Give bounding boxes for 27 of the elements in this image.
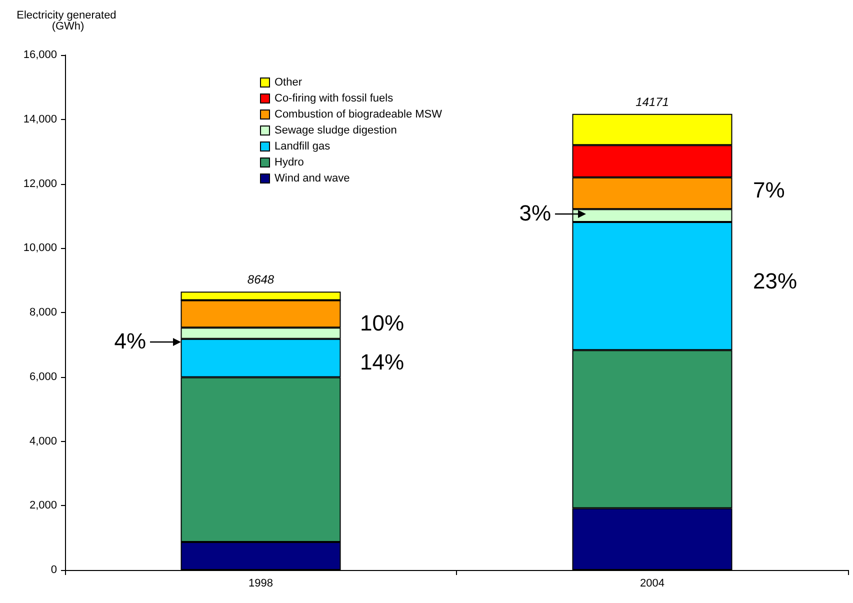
y-tick-label: 4,000	[29, 435, 57, 448]
annotation: 14%	[360, 350, 404, 374]
y-tick-label: 10,000	[23, 242, 57, 254]
legend-label: Other	[274, 76, 302, 88]
y-tick-label: 12,000	[23, 178, 57, 190]
y-tick-label: 6,000	[29, 370, 57, 383]
legend-label: Landfill gas	[274, 140, 331, 152]
legend-label: Wind and wave	[274, 172, 350, 184]
annotation: 10%	[360, 310, 404, 336]
y-tick-label: 2,000	[29, 500, 57, 512]
legend-label: Co-firing with fossil fuels	[274, 92, 394, 104]
annotation: 4%	[114, 328, 146, 354]
annotation: 3%	[519, 200, 551, 226]
y-tick-label: 8,000	[29, 306, 57, 318]
legend-label: Sewage sludge digestion	[274, 124, 397, 136]
legend-label: Hydro	[274, 156, 304, 168]
y-tick-label: 16,000	[23, 49, 57, 61]
legend-label: Combustion of biogradeable MSW	[274, 108, 443, 120]
y-tick-label: 0	[50, 564, 57, 576]
y-axis-title: Electricity generated (GWh)	[16, 10, 120, 32]
x-tick-label: 1998	[248, 578, 273, 590]
x-tick-label: 2004	[640, 578, 664, 590]
y-tick-label: 14,000	[23, 113, 57, 126]
annotation: 23%	[753, 268, 798, 294]
total-label: 14171	[636, 94, 669, 109]
annotation: 7%	[753, 178, 785, 202]
total-label: 8648	[247, 272, 274, 287]
